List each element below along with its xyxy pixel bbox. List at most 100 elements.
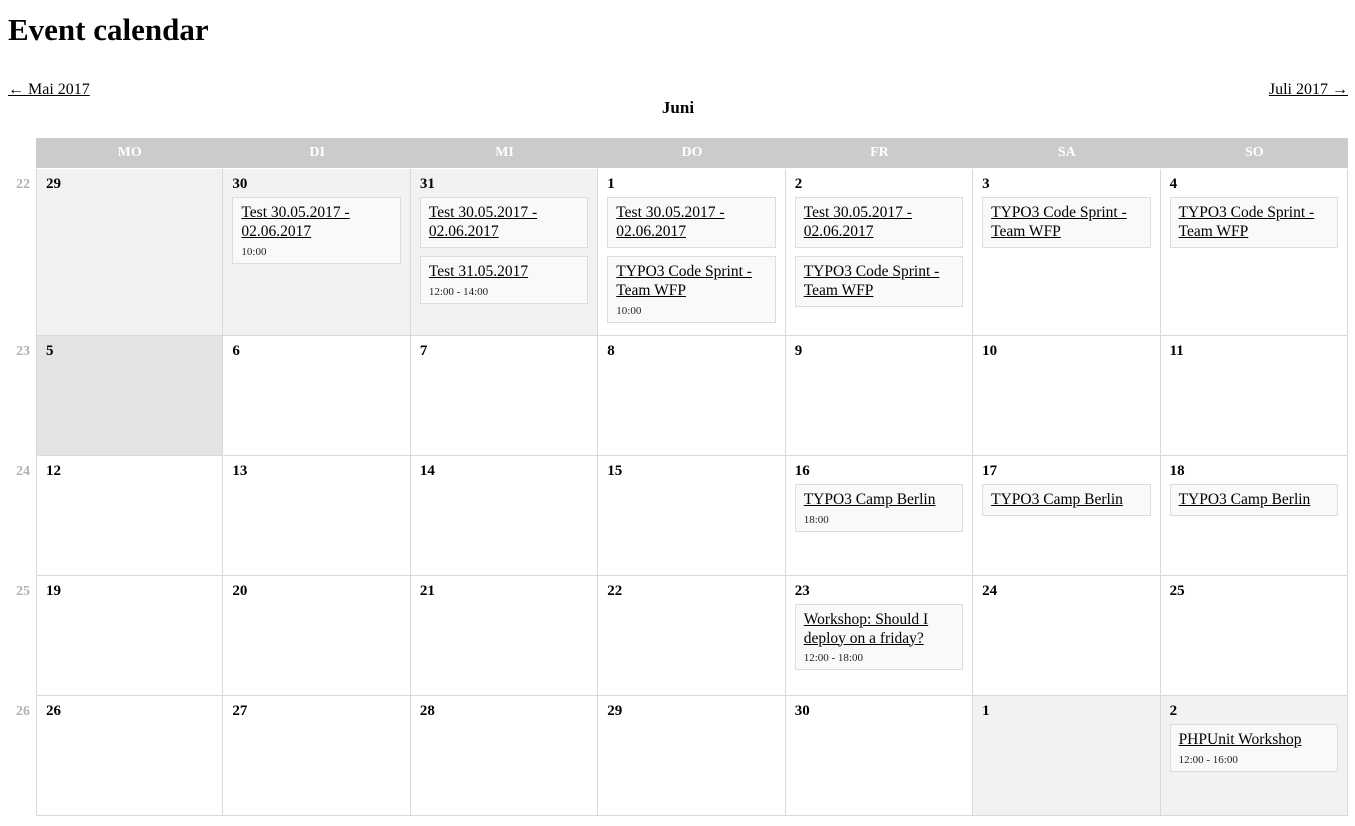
day-number: 30	[232, 176, 248, 192]
event-box: TYPO3 Camp Berlin	[982, 483, 1151, 516]
day-number: 29	[46, 176, 61, 192]
day-number: 29	[607, 702, 623, 719]
day-cell: 27	[223, 695, 411, 816]
day-number: 4	[1169, 176, 1178, 192]
event-time: 12:00 - 16:00	[1178, 753, 1238, 766]
day-cell: 1 Test 30.05.2017 - 02.06.2017 TYPO3 Code …	[598, 169, 786, 336]
calendar-week-row: 26 26 27 28 29 30 1 2 PHPUnit Workshop 12:00 - 16…	[8, 695, 1348, 816]
calendar-header-row: MO DI MI DO FR SA SO	[8, 138, 1348, 168]
day-cell: 16 TYPO3 Camp Berlin 18:00	[785, 455, 974, 576]
event-link[interactable]: Test 30.05.2017 - 02.06.2017	[803, 204, 912, 240]
day-cell: 22	[598, 575, 786, 696]
event-time: 12:00 - 14:00	[428, 285, 489, 298]
calendar-navigation: ← Mai 2017 Juli 2017 → Juni	[8, 81, 1348, 126]
day-cell: 10	[973, 335, 1161, 456]
day-number: 10	[982, 342, 998, 359]
day-number: 7	[419, 342, 428, 359]
day-cell: 13	[223, 455, 411, 576]
day-cell: 8	[598, 335, 786, 456]
calendar-week-row: 23 5 6 7 8 9 10 11	[8, 335, 1348, 456]
page-title: Event calendar	[8, 12, 209, 47]
day-number: 5	[46, 342, 54, 359]
day-number: 11	[1169, 342, 1184, 359]
day-number: 28	[419, 702, 435, 719]
week-number: 25	[16, 583, 30, 599]
day-number: 9	[794, 342, 803, 359]
event-link[interactable]: TYPO3 Code Sprint - Team WFP	[803, 262, 940, 299]
event-link[interactable]: Test 30.05.2017 - 02.06.2017	[241, 204, 350, 240]
event-link[interactable]: PHPUnit Workshop	[1178, 730, 1302, 748]
event-box: TYPO3 Camp Berlin	[1169, 483, 1338, 516]
day-cell: 15	[598, 455, 786, 576]
day-cell: 4 TYPO3 Code Sprint - Team WFP	[1160, 169, 1348, 336]
day-cell: 14	[410, 455, 599, 576]
day-cell: 25	[1160, 575, 1348, 696]
event-time: 10:00	[241, 245, 267, 258]
day-number: 2	[1169, 702, 1178, 719]
day-cell: 18 TYPO3 Camp Berlin	[1160, 455, 1348, 576]
day-cell: 6	[223, 335, 411, 456]
day-cell: 2 PHPUnit Workshop 12:00 - 16:00	[1160, 695, 1348, 816]
day-cell: 23 Workshop: Should I deploy on a friday?…	[785, 575, 974, 696]
day-number: 25	[1169, 582, 1185, 599]
event-time: 18:00	[803, 513, 829, 526]
event-link[interactable]: TYPO3 Code Sprint - Team WFP	[1178, 204, 1315, 240]
event-time: 10:00	[616, 304, 642, 317]
day-number: 31	[419, 176, 435, 192]
event-link[interactable]: Test 30.05.2017 - 02.06.2017	[428, 204, 538, 240]
event-link[interactable]: TYPO3 Code Sprint - Team WFP	[991, 204, 1127, 240]
event-link[interactable]: Workshop: Should I deploy on a friday?	[803, 610, 929, 647]
event-link[interactable]: Test 31.05.2017	[428, 262, 529, 280]
day-header-mi: MI	[410, 138, 599, 168]
day-number: 20	[232, 582, 248, 599]
week-number: 26	[16, 703, 30, 719]
day-cell: 30	[785, 695, 974, 816]
day-header-so: SO	[1160, 138, 1348, 168]
day-number: 27	[232, 702, 248, 719]
day-cell: 31 Test 30.05.2017 - 02.06.2017 Test 31.05…	[410, 169, 599, 336]
event-box: Workshop: Should I deploy on a friday? 12…	[794, 603, 964, 671]
event-box: Test 30.05.2017 - 02.06.2017 10:00	[232, 197, 401, 264]
event-box: Test 30.05.2017 - 02.06.2017	[794, 197, 964, 248]
week-number-gutter	[8, 138, 36, 168]
event-link[interactable]: Test 30.05.2017 - 02.06.2017	[616, 204, 725, 240]
day-cell: 12	[36, 455, 224, 576]
day-number: 13	[232, 462, 248, 479]
day-cell: 28	[410, 695, 599, 816]
event-time: 12:00 - 18:00	[803, 652, 863, 665]
week-number: 24	[16, 463, 30, 479]
day-cell: 24	[973, 575, 1161, 696]
day-number: 3	[982, 176, 990, 192]
prev-month-link[interactable]: ← Mai 2017	[8, 81, 90, 98]
event-box: Test 30.05.2017 - 02.06.2017	[419, 197, 589, 248]
day-number: 14	[419, 462, 435, 479]
day-number: 24	[982, 582, 998, 599]
calendar-body: 22 29 30 Test 30.05.2017 - 02.06.2017 10:00 3…	[8, 169, 1348, 816]
calendar-grid: MO DI MI DO FR SA SO 22 29 30 Test 30.05.2017 - 0…	[8, 138, 1348, 816]
event-link[interactable]: TYPO3 Camp Berlin	[991, 490, 1123, 508]
event-link[interactable]: TYPO3 Camp Berlin	[803, 490, 936, 508]
day-cell: 29	[598, 695, 786, 816]
day-cell: 17 TYPO3 Camp Berlin	[973, 455, 1161, 576]
day-number: 1	[607, 176, 615, 192]
event-box: Test 30.05.2017 - 02.06.2017	[607, 197, 776, 248]
week-number: 22	[16, 177, 30, 192]
day-number: 21	[419, 582, 435, 599]
day-cell: 26	[36, 695, 224, 816]
day-number: 17	[982, 462, 998, 479]
event-link[interactable]: TYPO3 Camp Berlin	[1178, 490, 1311, 508]
event-link[interactable]: TYPO3 Code Sprint - Team WFP	[616, 262, 752, 299]
month-title: Juni	[661, 98, 695, 117]
calendar-week-row: 25 19 20 21 22 23 Workshop: Should I deploy on…	[8, 575, 1348, 696]
day-cell: 19	[36, 575, 224, 696]
day-header-di: DI	[223, 138, 411, 168]
event-box: TYPO3 Camp Berlin 18:00	[794, 483, 964, 532]
day-header-mo: MO	[36, 138, 224, 168]
day-header-do: DO	[598, 138, 786, 168]
next-month-link[interactable]: Juli 2017 →	[1268, 81, 1348, 98]
day-cell: 21	[410, 575, 599, 696]
day-cell: 30 Test 30.05.2017 - 02.06.2017 10:00	[223, 169, 411, 336]
event-box: TYPO3 Code Sprint - Team WFP	[1169, 197, 1338, 248]
day-number: 22	[607, 582, 623, 599]
day-number: 19	[46, 582, 61, 599]
